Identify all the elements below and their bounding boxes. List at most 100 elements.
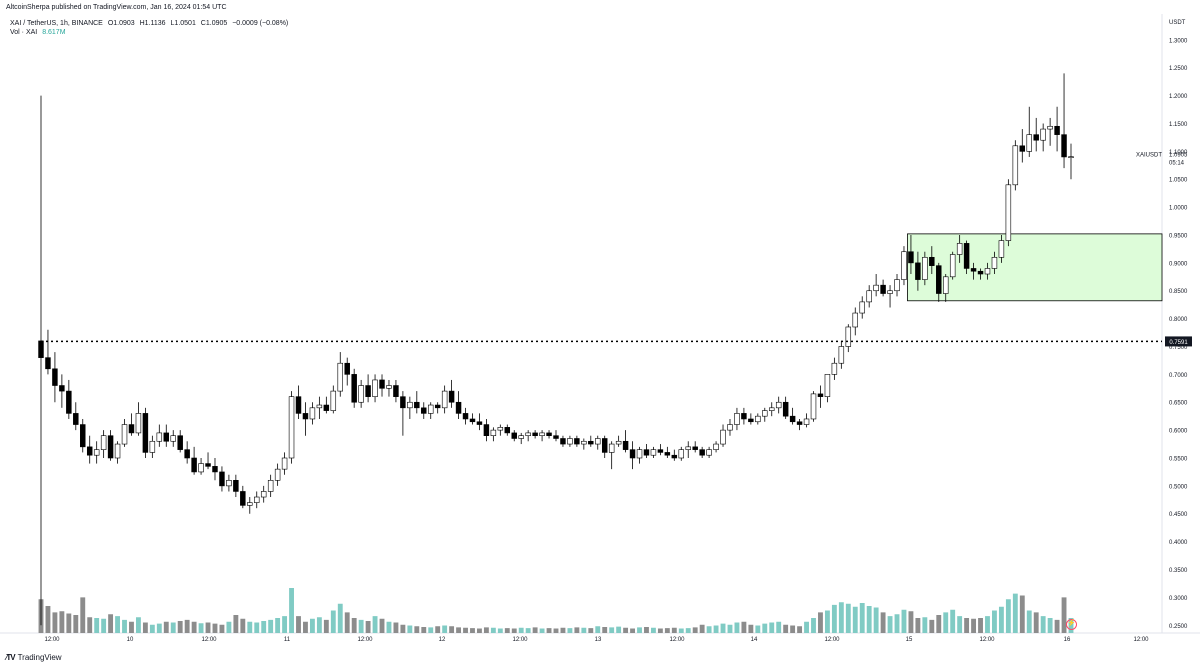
- volume-bar: [616, 626, 622, 633]
- volume-bar: [421, 627, 427, 633]
- volume-bar: [859, 603, 865, 633]
- volume-bar: [296, 616, 301, 633]
- volume-bar: [998, 606, 1004, 633]
- candle-body: [595, 438, 601, 445]
- price-axis[interactable]: 1.3000 1.2500 1.2000 1.1500 1.1000 1.0500 1.00…: [1169, 38, 1188, 629]
- candle-body: [323, 404, 330, 411]
- volume-bar: [115, 616, 120, 633]
- volume-bar: [73, 615, 79, 633]
- candle-body: [240, 491, 246, 506]
- volume-bar: [706, 626, 712, 633]
- volume-bar: [650, 627, 656, 633]
- candle-body: [581, 440, 587, 445]
- volume-bar: [184, 619, 190, 633]
- candle-body: [671, 454, 678, 459]
- candle-body: [588, 440, 594, 445]
- volume-bar: [943, 612, 949, 633]
- time-axis[interactable]: 12:00 10 12:00 11 12:00 12 12:00 13 12:00 14 12:00…: [44, 637, 1149, 643]
- symbol-label[interactable]: XAI / TetherUS, 1h, BINANCE: [10, 20, 103, 27]
- candle-body: [184, 449, 190, 459]
- candle-body: [553, 435, 559, 439]
- volume-bar: [811, 618, 816, 633]
- candle-body: [629, 449, 636, 459]
- candle-body: [170, 435, 176, 442]
- volume-bar: [978, 618, 983, 633]
- volume-bar: [289, 588, 294, 633]
- volume-bar: [623, 627, 629, 633]
- time-tick: 12:00: [201, 637, 217, 643]
- volume-bar: [734, 622, 740, 633]
- volume-bar: [511, 628, 517, 633]
- candle-body: [817, 393, 824, 397]
- volume-bar: [567, 628, 573, 633]
- candle-body: [274, 468, 281, 481]
- volume-bar: [1026, 610, 1032, 633]
- volume-bar: [316, 617, 322, 633]
- volume-bar: [233, 615, 239, 633]
- candle-body: [789, 415, 796, 423]
- candle-body: [421, 407, 427, 414]
- level-badge: [1165, 336, 1192, 347]
- volume-bar: [87, 617, 93, 633]
- candle-body: [254, 496, 260, 503]
- price-badges: 0.7591 XAIUSDT 1.0905 05:14: [1136, 153, 1192, 347]
- candle-body: [984, 268, 991, 275]
- candle-body: [831, 362, 838, 375]
- candle-body: [942, 276, 949, 294]
- price-tick: 0.3000: [1169, 596, 1188, 602]
- volume-bar: [254, 622, 260, 633]
- candle-body: [149, 440, 156, 453]
- time-tick: 12:00: [512, 637, 528, 643]
- volume-bar: [45, 606, 51, 633]
- candle-body: [476, 421, 483, 425]
- volume-bar: [824, 610, 830, 633]
- price-tick: 1.2000: [1169, 94, 1188, 100]
- volume-bar: [720, 623, 726, 633]
- volume-bar: [504, 628, 510, 633]
- volume-bar: [205, 622, 211, 633]
- candle-body: [86, 446, 93, 456]
- volume-bar: [442, 625, 448, 633]
- time-tick: 11: [284, 637, 291, 643]
- volume-bar: [894, 614, 900, 633]
- candle-body: [205, 463, 211, 467]
- volume-bar: [581, 627, 587, 633]
- candle-body: [748, 418, 754, 423]
- volume-bar: [873, 607, 879, 633]
- volume-pane: [38, 588, 1074, 633]
- candle-body: [713, 443, 719, 450]
- volume-bar: [52, 612, 58, 633]
- volume-bar: [477, 628, 482, 633]
- candle-body: [622, 440, 629, 450]
- candle-body: [267, 479, 274, 492]
- candle-body: [518, 435, 524, 439]
- volume-bar: [553, 628, 559, 633]
- volume-bar: [671, 627, 677, 633]
- volume-bar: [226, 621, 232, 633]
- volume-bar: [219, 624, 225, 633]
- candle-body: [358, 385, 364, 403]
- volume-bar: [852, 606, 858, 633]
- demand-zone[interactable]: [907, 233, 1163, 302]
- time-tick: 14: [751, 637, 758, 643]
- candle-body: [121, 424, 128, 445]
- volume-bar: [692, 627, 698, 633]
- candle-body: [880, 284, 886, 294]
- candle-body: [309, 407, 316, 420]
- candle-body: [929, 256, 935, 266]
- volume-bar: [101, 618, 107, 633]
- volume-bar: [992, 610, 997, 633]
- high-value: H1.1136: [139, 20, 166, 27]
- candle-body: [922, 256, 928, 280]
- brand-name: TradingView: [17, 653, 62, 662]
- tradingview-logo[interactable]: ⁄TV TradingView: [6, 653, 62, 662]
- volume-bar: [769, 622, 775, 633]
- candle-body: [448, 390, 455, 403]
- volume-label[interactable]: Vol · XAI: [10, 29, 38, 36]
- current-price-label: 1.0905: [1169, 153, 1188, 159]
- candle-body: [198, 463, 204, 473]
- settings-icon[interactable]: ⚡: [1066, 619, 1077, 630]
- volume-bar: [727, 624, 733, 633]
- candle-body: [337, 362, 343, 392]
